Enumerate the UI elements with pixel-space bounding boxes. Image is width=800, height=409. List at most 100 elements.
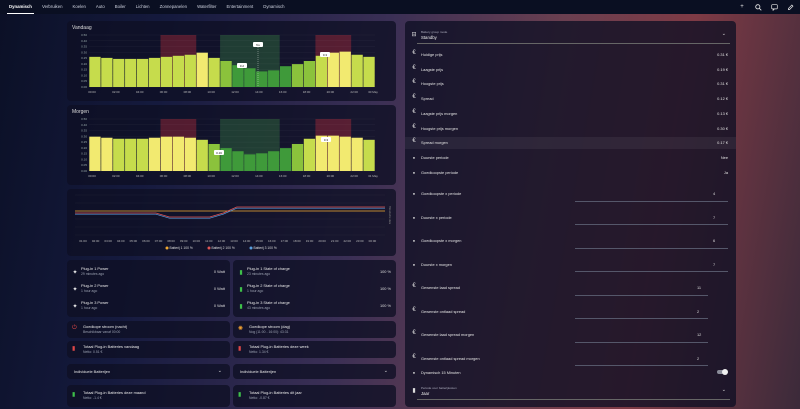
tab-auto[interactable]: Auto [95, 4, 105, 9]
tab-zonnepanelen[interactable]: Zonnepanelen [159, 4, 188, 9]
number-input-6[interactable]: € Gewenste ontlaad spread 2 [405, 303, 736, 319]
number-value[interactable]: 7 [713, 214, 716, 220]
battery-series-line [75, 206, 385, 218]
number-input-3[interactable]: ● Goedkoopste x morgen 6 [405, 232, 736, 248]
battery-icon: ▮ [239, 270, 243, 276]
x-tick-label: 00:00 [88, 90, 96, 94]
item-name: Plug-in 2 State of charge [247, 283, 290, 288]
chat-icon[interactable] [770, 3, 778, 11]
legend-entry[interactable]: Batterij 2 100 % [212, 246, 235, 250]
euro-icon: € [412, 353, 416, 360]
tab-dynamisch[interactable]: Dynamisch [4, 0, 37, 14]
y-tick-label: 0.25 [81, 56, 87, 60]
number-value[interactable]: 2 [697, 355, 700, 361]
toggle-switch[interactable] [717, 369, 728, 375]
x-tick-label: 08:00 [184, 90, 192, 94]
row-value: Ja [723, 169, 728, 175]
y-tick-label: 0.30 [81, 50, 87, 54]
price-bar [136, 138, 149, 171]
price-bar [363, 139, 375, 171]
row-label: Duurste periode [421, 154, 449, 160]
battery-icon: ▮ [238, 346, 242, 352]
select-label: Periode voor batterijkosten [421, 386, 457, 390]
expander-label: Individuele Batterijen [240, 369, 277, 374]
flash-icon: ✦ [72, 304, 78, 310]
number-input-8[interactable]: € Gewenste ontlaad spread morgen 2 [405, 350, 736, 366]
item-name: Plug-in 2 Power [81, 283, 109, 288]
input-underline [575, 341, 708, 342]
x-tick-label: 23:00 [356, 239, 364, 243]
state-row-8: ● Duurste periode Nee [405, 152, 736, 164]
item-name: Plug-in 3 State of charge [247, 300, 290, 305]
number-value[interactable]: 4 [713, 191, 716, 196]
tab-boiler[interactable]: Boiler [114, 4, 126, 9]
period-select[interactable]: ▮ Periode voor batterijkosten Jaar ⌄ [405, 383, 736, 399]
summary-tile: ✺ Goedkope stroom (dag) Nog (11:00 - 16:00… [233, 321, 396, 338]
number-value[interactable]: 7 [713, 261, 716, 267]
row-value: 0.30 € [717, 125, 728, 131]
number-value[interactable]: 2 [697, 308, 700, 314]
legend-entry[interactable]: Batterij 1 100 % [170, 246, 193, 250]
price-bar [279, 148, 292, 171]
euro-icon: € [412, 79, 416, 86]
number-value[interactable]: 11 [697, 285, 702, 290]
tab-koelen[interactable]: Koelen [72, 4, 86, 9]
individual-batteries-expander-2[interactable]: Individuele Batterijen ⌄ [233, 364, 396, 379]
price-bar [101, 137, 113, 171]
mode-value: Standby [421, 35, 437, 40]
tile-subtitle: Beschikbaar vanaf 00:00 [83, 330, 121, 334]
pencil-icon[interactable] [786, 3, 794, 11]
price-bar [125, 138, 137, 171]
number-input-5[interactable]: € Gewenste laad spread 11 [405, 279, 736, 295]
tile-subtitle: Netto: -1.4 € [83, 396, 102, 400]
power-card: ✦ Plug-in 1 Power 29 minutes ago 0 Watt ✦ Plu… [67, 260, 230, 317]
x-tick-label: 20:00 [318, 239, 326, 243]
item-name: Plug-in 1 Power [81, 266, 109, 271]
chevron-down-icon: ⌄ [217, 368, 222, 374]
battery-icon: ▮ [412, 388, 416, 394]
tab-entertainment[interactable]: Entertainment [226, 4, 254, 9]
tab-lichten[interactable]: Lichten [135, 4, 150, 9]
y-tick-label: 0.30 [81, 134, 87, 138]
number-input-1[interactable]: ● Goedkoopste x periode 4 [405, 185, 736, 201]
tile-title: Totaal Plug-in Batteries deze week [249, 344, 309, 349]
price-bar [232, 151, 244, 171]
plus-icon[interactable]: + [740, 4, 744, 10]
number-input-2[interactable]: ● Duurste x periode 7 [405, 209, 736, 225]
euro-icon: € [412, 94, 416, 101]
individual-batteries-expander-1[interactable]: Individuele Batterijen ⌄ [67, 364, 230, 379]
tab-verbruiken[interactable]: Verbruiken [41, 4, 63, 9]
clock-icon: ● [412, 238, 416, 243]
euro-icon: € [412, 283, 416, 289]
price-chart-tomorrow: Morgen 0.50 0.40 0.35 0.30 0.25 0.20 0.15 0.10 0… [67, 105, 396, 185]
number-input-7[interactable]: € Gewenste laad spread morgen 12 [405, 326, 736, 342]
search-icon[interactable] [754, 3, 762, 11]
row-value: 0.19 € [717, 66, 728, 72]
x-tick-label: 12:00 [218, 239, 226, 243]
price-bar [256, 71, 268, 87]
input-underline [575, 224, 728, 225]
tile-subtitle: Nog (11:00 - 16:00): 43:31 [249, 330, 289, 334]
number-value[interactable]: 6 [713, 238, 716, 243]
number-value[interactable]: 12 [697, 332, 702, 337]
x-tick-label: 16:00 [279, 90, 287, 94]
legend-entry[interactable]: Batterij 3 100 % [254, 246, 277, 250]
battery-icon: ▮ [238, 392, 242, 398]
tab-dynamisch[interactable]: Dynamisch [263, 4, 285, 9]
battery-icon: ▮ [72, 346, 76, 352]
tab-waterfilter[interactable]: Waterfilter [197, 4, 217, 9]
x-tick-label: 07:00 [155, 239, 163, 243]
x-tick-label: 30 May [368, 90, 378, 94]
price-bar [268, 70, 280, 87]
price-badge [237, 63, 247, 68]
x-tick-label: 04:00 [117, 239, 125, 243]
battery-group-mode-select[interactable]: ⊟ Battery group mode Standby ⌄ [405, 27, 736, 43]
battery-history-chart: 01:00 02:00 03:00 04:00 05:00 06:00 07:00 08:00… [67, 189, 396, 256]
x-tick-label: 20:00 [327, 90, 335, 94]
number-input-4[interactable]: ● Duurste x morgen 7 [405, 256, 736, 272]
power-icon: ⏻ [72, 325, 77, 331]
x-tick-label: 02:00 [112, 90, 120, 94]
x-tick-label: 15:00 [255, 239, 263, 243]
x-tick-label: 22:00 [343, 239, 351, 243]
price-bar [125, 58, 137, 87]
